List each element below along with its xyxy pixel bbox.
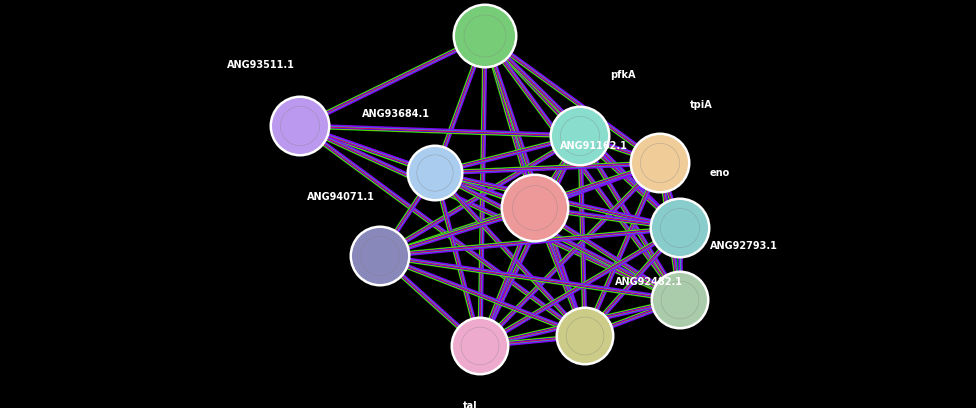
- Circle shape: [552, 108, 608, 164]
- Circle shape: [501, 173, 570, 242]
- Text: pfkA: pfkA: [610, 70, 635, 80]
- Circle shape: [632, 135, 688, 191]
- Circle shape: [653, 273, 707, 327]
- Circle shape: [649, 197, 711, 259]
- Circle shape: [455, 6, 515, 66]
- Text: tpiA: tpiA: [690, 100, 712, 110]
- Text: eno: eno: [710, 168, 730, 178]
- Circle shape: [349, 226, 411, 286]
- Circle shape: [406, 144, 464, 202]
- Circle shape: [630, 133, 690, 193]
- Circle shape: [453, 4, 517, 69]
- Circle shape: [555, 306, 615, 366]
- Text: tal: tal: [463, 401, 477, 408]
- Text: ANG91162.1: ANG91162.1: [560, 141, 628, 151]
- Text: ANG94071.1: ANG94071.1: [307, 192, 375, 202]
- Text: ANG93511.1: ANG93511.1: [227, 60, 295, 70]
- Circle shape: [503, 176, 567, 240]
- Circle shape: [352, 228, 408, 284]
- Circle shape: [409, 147, 461, 199]
- Circle shape: [453, 319, 507, 373]
- Circle shape: [451, 317, 509, 375]
- Text: ANG93684.1: ANG93684.1: [362, 109, 430, 119]
- Circle shape: [650, 271, 710, 330]
- Circle shape: [269, 95, 331, 157]
- Text: ANG92482.1: ANG92482.1: [615, 277, 683, 287]
- Circle shape: [272, 98, 328, 154]
- Circle shape: [549, 106, 611, 166]
- Circle shape: [558, 309, 612, 363]
- Text: ANG92793.1: ANG92793.1: [710, 241, 778, 251]
- Circle shape: [652, 200, 708, 256]
